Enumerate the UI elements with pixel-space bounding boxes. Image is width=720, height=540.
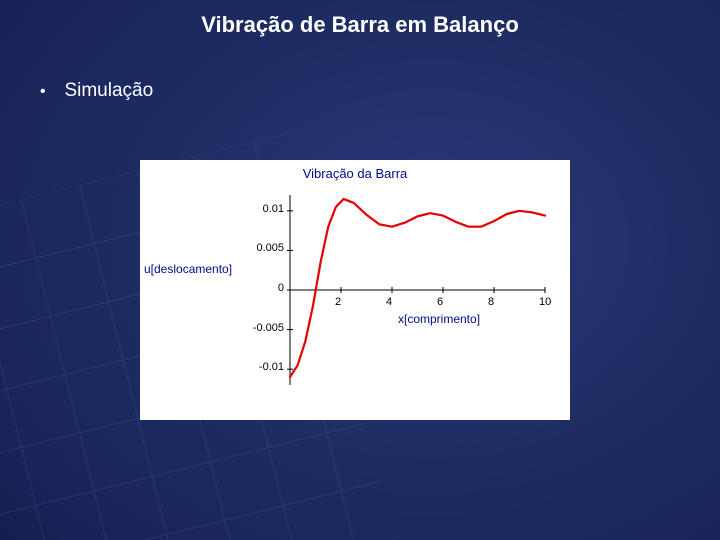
ytick-label: 0 <box>278 282 284 294</box>
xtick-label: 6 <box>437 296 443 308</box>
slide-title: Vibração de Barra em Balanço <box>0 12 720 38</box>
slide: Vibração de Barra em Balanço • Simulação… <box>0 0 720 540</box>
xtick-label: 10 <box>539 296 551 308</box>
ytick-label: -0.005 <box>253 322 284 334</box>
chart-svg <box>140 160 570 420</box>
ytick-label: -0.01 <box>259 361 284 373</box>
chart-panel: Vibração da Barra u[deslocamento] x[comp… <box>140 160 570 420</box>
bullet-row: • Simulação <box>40 80 153 102</box>
ytick-label: 0.01 <box>263 203 284 215</box>
bullet-dot-icon: • <box>40 83 46 101</box>
ytick-label: 0.005 <box>256 242 284 254</box>
xtick-label: 8 <box>488 296 494 308</box>
bullet-text: Simulação <box>64 80 153 101</box>
xtick-label: 4 <box>386 296 392 308</box>
xtick-label: 2 <box>335 296 341 308</box>
